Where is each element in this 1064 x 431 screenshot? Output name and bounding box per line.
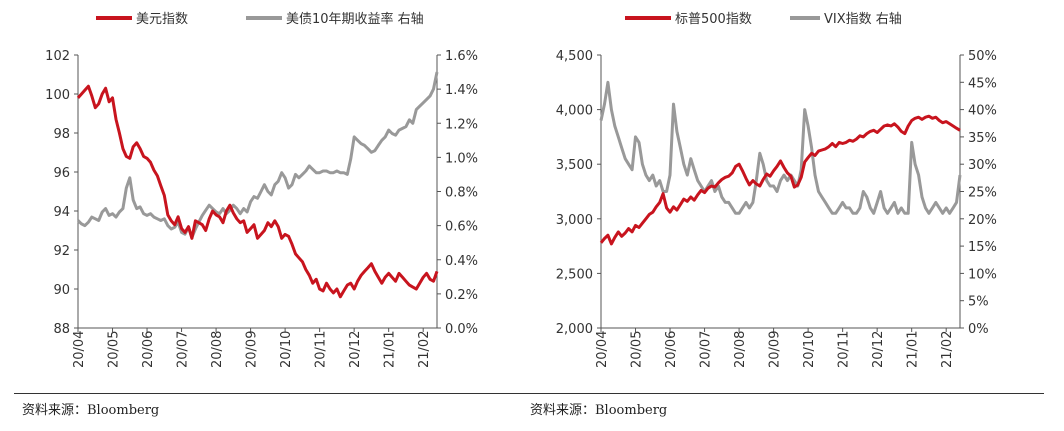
x-tick-label: 20/08 bbox=[733, 331, 748, 368]
legend-label: 美元指数 bbox=[136, 12, 188, 27]
y-left-tick-label: 3,500 bbox=[556, 158, 593, 173]
x-tick-label: 20/06 bbox=[141, 331, 156, 368]
x-tick-label: 20/04 bbox=[595, 331, 610, 368]
y-right-tick-label: 1.4% bbox=[445, 83, 478, 98]
x-tick-label: 21/02 bbox=[940, 331, 955, 368]
series-line-red bbox=[599, 114, 961, 246]
x-tick-label: 20/12 bbox=[348, 331, 363, 368]
x-tick-label: 20/08 bbox=[210, 331, 225, 368]
y-left-tick-label: 102 bbox=[45, 49, 70, 64]
x-tick-label: 20/09 bbox=[245, 331, 260, 368]
y-right-tick-label: 40% bbox=[968, 104, 997, 119]
y-right-tick-label: 50% bbox=[968, 49, 997, 64]
y-right-tick-label: 0.4% bbox=[445, 254, 478, 269]
x-tick-label: 20/05 bbox=[630, 331, 645, 368]
y-left-tick-label: 100 bbox=[45, 88, 70, 103]
chart-dxy-treasury: 美元指数 美债10年期收益率 右轴 102 100 98 96 94 92 90 88 1.6% 1.… bbox=[45, 11, 478, 368]
y-left-tick-label: 96 bbox=[53, 166, 70, 181]
y-right-tick-label: 0.0% bbox=[445, 322, 478, 337]
y-right-tick-label: 1.6% bbox=[445, 49, 478, 64]
y-right-tick-label: 25% bbox=[968, 186, 997, 201]
y-left-tick-label: 3,000 bbox=[556, 213, 593, 228]
y-right-tick-label: 30% bbox=[968, 158, 997, 173]
x-tick-label: 20/12 bbox=[871, 331, 886, 368]
y-left-tick-label: 4,000 bbox=[556, 104, 593, 119]
y-right-tick-label: 0% bbox=[968, 322, 989, 337]
chart-spx-vix: 标普500指数 VIX指数 右轴 4,500 4,000 3,500 3,000 2,500… bbox=[556, 12, 997, 368]
x-tick-label: 20/10 bbox=[802, 331, 817, 368]
y-right-tick-label: 20% bbox=[968, 213, 997, 228]
x-tick-label: 20/07 bbox=[176, 331, 191, 368]
source-note-right: 资料来源：Bloomberg bbox=[530, 403, 668, 418]
y-left-tick-label: 2,500 bbox=[556, 267, 593, 282]
y-right-tick-label: 45% bbox=[968, 76, 997, 91]
y-right-tick-label: 5% bbox=[968, 295, 989, 310]
series-line-gray bbox=[76, 71, 439, 240]
source-note-left: 资料来源：Bloomberg bbox=[22, 403, 160, 418]
x-tick-label: 20/11 bbox=[837, 331, 852, 368]
y-right-tick-label: 0.6% bbox=[445, 220, 478, 235]
y-right-tick-label: 10% bbox=[968, 267, 997, 282]
x-tick-label: 20/11 bbox=[314, 331, 329, 368]
x-tick-label: 21/01 bbox=[906, 331, 921, 368]
y-right-tick-label: 1.2% bbox=[445, 117, 478, 132]
series-line-gray bbox=[599, 80, 962, 215]
x-tick-label: 21/02 bbox=[417, 331, 432, 368]
y-left-tick-label: 2,000 bbox=[556, 322, 593, 337]
x-tick-label: 20/05 bbox=[107, 331, 122, 368]
x-tick-label: 20/10 bbox=[279, 331, 294, 368]
x-tick-label: 21/01 bbox=[383, 331, 398, 368]
y-right-tick-label: 15% bbox=[968, 240, 997, 255]
y-left-tick-label: 92 bbox=[53, 244, 70, 259]
y-left-tick-label: 98 bbox=[53, 127, 70, 142]
legend-label: 标普500指数 bbox=[675, 12, 752, 27]
y-right-tick-label: 1.0% bbox=[445, 151, 478, 166]
legend-label: 美债10年期收益率 右轴 bbox=[286, 11, 424, 27]
series-line-red bbox=[76, 84, 439, 299]
x-tick-label: 20/06 bbox=[664, 331, 679, 368]
y-left-tick-label: 90 bbox=[53, 283, 70, 298]
legend-label: VIX指数 右轴 bbox=[824, 12, 902, 27]
y-left-tick-label: 4,500 bbox=[556, 49, 593, 64]
y-right-tick-label: 0.8% bbox=[445, 186, 478, 201]
x-tick-label: 20/07 bbox=[699, 331, 714, 368]
y-left-tick-label: 88 bbox=[53, 322, 70, 337]
y-right-tick-label: 0.2% bbox=[445, 288, 478, 303]
y-right-tick-label: 35% bbox=[968, 131, 997, 146]
footer-divider bbox=[14, 393, 1044, 394]
y-left-tick-label: 94 bbox=[53, 205, 70, 220]
x-tick-label: 20/09 bbox=[768, 331, 783, 368]
x-tick-label: 20/04 bbox=[72, 331, 87, 368]
